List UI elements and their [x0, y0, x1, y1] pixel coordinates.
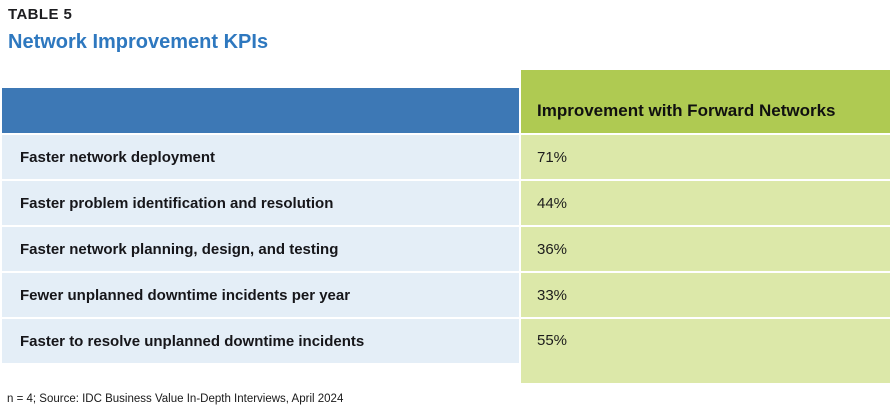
value-cell: 71% [521, 135, 890, 179]
kpi-column: Faster network deployment Faster problem … [2, 88, 519, 365]
value-column-header: Improvement with Forward Networks [521, 70, 890, 133]
kpi-table: Faster network deployment Faster problem … [2, 70, 890, 383]
table-label: TABLE 5 [8, 6, 73, 23]
page-title: Network Improvement KPIs [8, 31, 269, 53]
value-cell: 44% [521, 181, 890, 225]
value-cell: 33% [521, 273, 890, 317]
kpi-cell: Faster problem identification and resolu… [2, 181, 519, 225]
value-cell: 55% [521, 319, 890, 383]
kpi-cell: Faster to resolve unplanned downtime inc… [2, 319, 519, 363]
kpi-cell: Faster network planning, design, and tes… [2, 227, 519, 271]
kpi-cell: Faster network deployment [2, 135, 519, 179]
source-footnote: n = 4; Source: IDC Business Value In-Dep… [7, 393, 344, 405]
value-cell: 36% [521, 227, 890, 271]
kpi-column-header [2, 88, 519, 133]
kpi-cell: Fewer unplanned downtime incidents per y… [2, 273, 519, 317]
value-column: Improvement with Forward Networks 71% 44%… [521, 70, 890, 383]
